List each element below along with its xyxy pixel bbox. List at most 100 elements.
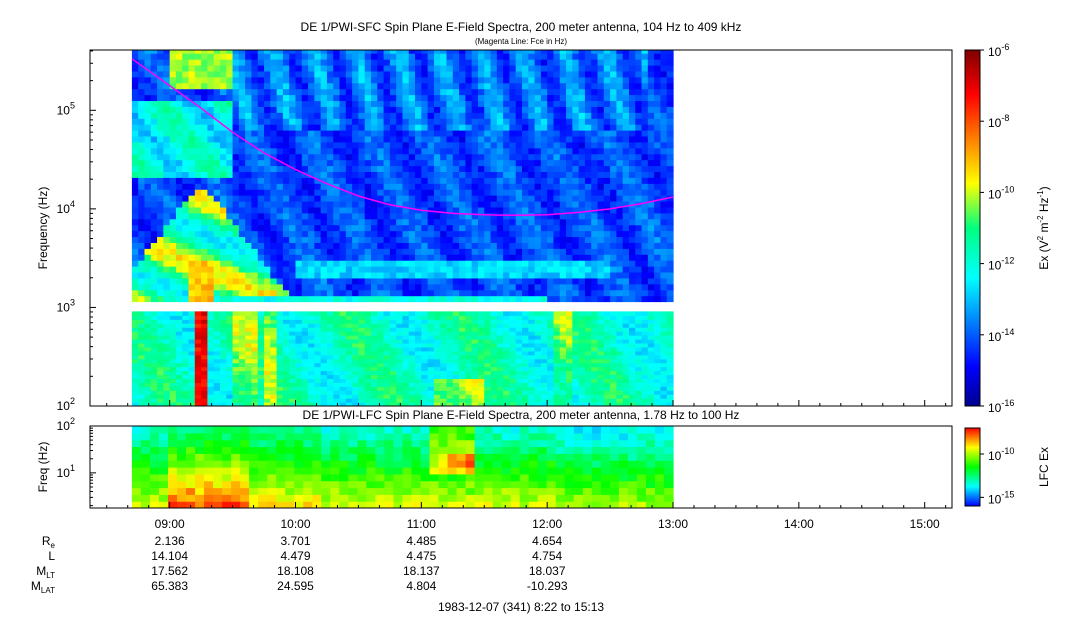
heatmap-cell <box>333 271 341 279</box>
heatmap-cell <box>314 147 322 155</box>
heatmap-cell <box>540 366 548 372</box>
heatmap-cell <box>421 378 429 383</box>
heatmap-cell <box>584 88 592 96</box>
heatmap-cell <box>465 195 473 202</box>
heatmap-cell <box>169 295 177 303</box>
heatmap-cell <box>282 183 290 190</box>
heatmap-cell <box>295 177 303 184</box>
heatmap-cell <box>138 224 146 232</box>
heatmap-cell <box>421 153 429 161</box>
heatmap-cell <box>320 358 328 364</box>
heatmap-cell <box>484 260 492 267</box>
heatmap-cell <box>496 230 504 238</box>
heatmap-cell <box>188 366 196 372</box>
heatmap-cell <box>584 135 592 143</box>
heatmap-cell <box>339 338 347 344</box>
heatmap-cell <box>131 230 139 238</box>
heatmap-cell <box>358 350 366 356</box>
heatmap-cell <box>540 277 548 285</box>
heatmap-cell <box>352 171 360 178</box>
heatmap-cell <box>144 319 152 324</box>
heatmap-cell <box>389 323 397 328</box>
heatmap-cell <box>509 130 517 137</box>
heatmap-cell <box>175 398 183 403</box>
heatmap-cell <box>597 354 605 360</box>
heatmap-cell <box>320 295 328 303</box>
heatmap-cell <box>213 100 221 107</box>
heatmap-cell <box>540 50 548 54</box>
heatmap-cell <box>282 350 290 356</box>
heatmap-cell <box>572 70 580 78</box>
heatmap-cell <box>289 350 297 356</box>
heatmap-cell <box>446 382 454 387</box>
heatmap-cell <box>314 177 322 184</box>
heatmap-cell <box>540 342 548 348</box>
heatmap-cell <box>144 94 152 102</box>
heatmap-cell <box>522 218 529 226</box>
heatmap-cell <box>553 378 561 383</box>
heatmap-cell <box>471 200 479 208</box>
heatmap-cell <box>163 382 171 387</box>
heatmap-cell <box>157 315 164 320</box>
heatmap-cell <box>213 378 221 383</box>
heatmap-cell <box>320 147 328 155</box>
heatmap-cell <box>540 319 548 324</box>
heatmap-cell <box>314 266 322 273</box>
heatmap-cell <box>371 327 378 332</box>
heatmap-cell <box>591 100 599 107</box>
heatmap-cell <box>257 390 265 395</box>
heatmap-cell <box>421 112 429 119</box>
heatmap-cell <box>314 260 322 267</box>
heatmap-cell <box>559 378 567 383</box>
heatmap-cell <box>446 183 454 190</box>
heatmap-cell <box>264 366 271 372</box>
heatmap-cell <box>459 106 466 113</box>
heatmap-cell <box>245 242 253 249</box>
heatmap-cell <box>270 319 278 324</box>
heatmap-cell <box>326 350 334 356</box>
heatmap-cell <box>169 141 177 149</box>
heatmap-cell <box>131 398 139 403</box>
heatmap-cell <box>547 165 555 172</box>
heatmap-cell <box>503 370 511 376</box>
heatmap-cell <box>446 100 454 107</box>
heatmap-cell <box>320 53 328 60</box>
heatmap-cell <box>352 378 360 383</box>
heatmap-cell <box>301 362 309 368</box>
heatmap-cell <box>314 112 322 119</box>
heatmap-cell <box>477 366 485 372</box>
heatmap-cell <box>566 195 573 202</box>
heatmap-cell <box>383 76 391 84</box>
heatmap-cell <box>282 76 290 84</box>
heatmap-cell <box>591 402 599 406</box>
heatmap-cell <box>465 112 473 119</box>
heatmap-cell <box>490 59 498 66</box>
heatmap-cell <box>188 386 196 391</box>
heatmap-cell <box>194 183 202 190</box>
heatmap-cell <box>131 319 139 324</box>
heatmap-cell <box>559 382 567 387</box>
heatmap-cell <box>238 277 246 285</box>
heatmap-cell <box>446 342 454 348</box>
heatmap-cell <box>264 382 271 387</box>
heatmap-cell <box>326 112 334 119</box>
heatmap-cell <box>415 370 422 376</box>
heatmap-cell <box>566 159 573 167</box>
heatmap-cell <box>276 165 284 172</box>
heatmap-cell <box>226 106 234 113</box>
heatmap-cell <box>427 242 435 249</box>
heatmap-cell <box>314 53 322 60</box>
heatmap-cell <box>188 323 196 328</box>
heatmap-cell <box>377 195 385 202</box>
heatmap-cell <box>301 382 309 387</box>
heatmap-cell <box>182 271 190 279</box>
heatmap-cell <box>201 64 209 72</box>
heatmap-cell <box>522 50 529 54</box>
heatmap-cell <box>232 141 240 149</box>
heatmap-cell <box>421 177 429 184</box>
heatmap-cell <box>352 386 360 391</box>
heatmap-cell <box>421 271 429 279</box>
heatmap-cell <box>522 358 529 364</box>
heatmap-cell <box>364 242 372 249</box>
heatmap-cell <box>201 153 209 161</box>
